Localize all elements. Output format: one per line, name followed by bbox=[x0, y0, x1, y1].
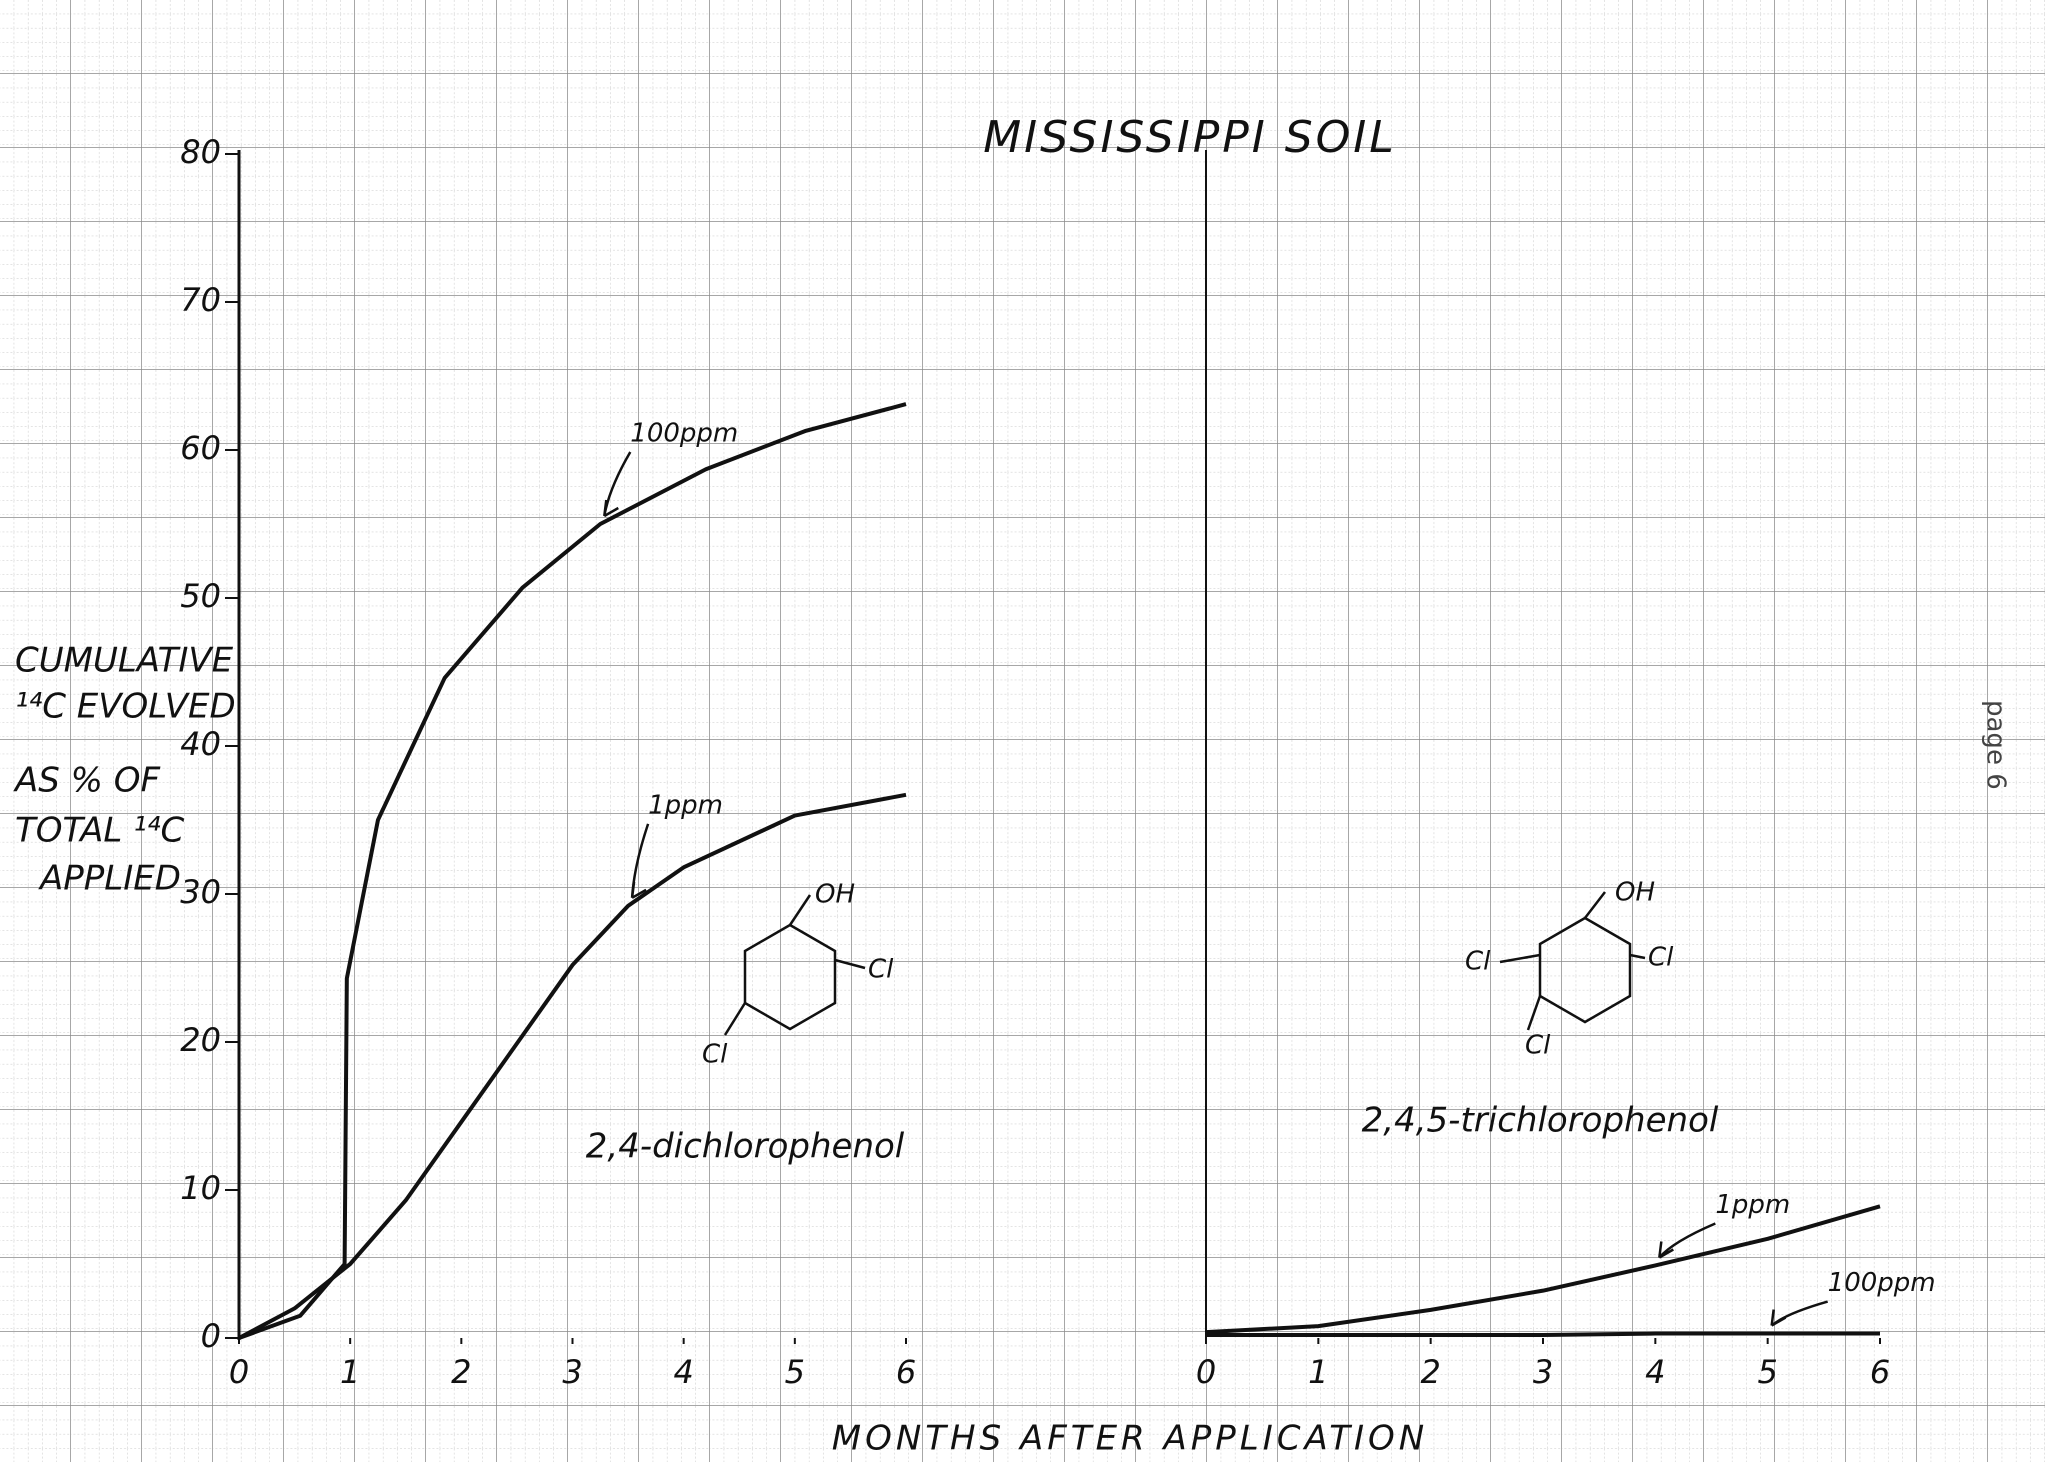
label-arrow bbox=[603, 451, 632, 518]
series-label: 100ppm bbox=[630, 419, 738, 449]
label-arrow bbox=[1658, 1222, 1716, 1259]
y-tick-label: 0 bbox=[201, 1317, 221, 1355]
y-axis-label: CUMULATIVE ¹⁴C EVOLVED AS % OF TOTAL ¹⁴C… bbox=[13, 641, 236, 899]
x-tick-label: 1 bbox=[1308, 1353, 1328, 1391]
y-label-line: AS % OF bbox=[13, 761, 161, 801]
data-line bbox=[238, 792, 907, 1340]
x-axis-label: MONTHS AFTER APPLICATION bbox=[832, 1419, 1429, 1459]
x-tick-label: 6 bbox=[896, 1353, 916, 1391]
x-tick-label: 2 bbox=[1420, 1353, 1440, 1391]
x-tick-label: 3 bbox=[562, 1353, 582, 1391]
y-tick-label: 10 bbox=[180, 1169, 221, 1207]
y-tick-label: 20 bbox=[180, 1021, 221, 1059]
structure-label: Cl bbox=[1648, 943, 1674, 973]
x-tick-label: 5 bbox=[1757, 1353, 1777, 1391]
y-label-line: CUMULATIVE bbox=[15, 641, 234, 681]
series-label: 1ppm bbox=[648, 790, 723, 820]
series-label: 1ppm bbox=[1715, 1190, 1790, 1220]
series-label: 100ppm bbox=[1828, 1268, 1936, 1298]
y-label-line: APPLIED bbox=[38, 859, 181, 899]
x-tick-label: 0 bbox=[229, 1353, 249, 1391]
y-tick-label: 40 bbox=[180, 725, 221, 763]
structure-label: Cl bbox=[1465, 947, 1491, 977]
x-tick-label: 6 bbox=[1870, 1353, 1890, 1391]
y-tick-label: 80 bbox=[180, 133, 221, 171]
structure-label: Cl bbox=[702, 1040, 728, 1070]
y-tick-label: 70 bbox=[180, 281, 221, 319]
y-tick-label: 30 bbox=[180, 873, 221, 911]
structure-label: OH bbox=[1615, 878, 1655, 908]
x-tick-label: 0 bbox=[1196, 1353, 1216, 1391]
x-tick-label: 4 bbox=[673, 1353, 693, 1391]
label-arrow bbox=[630, 823, 650, 899]
structure-left bbox=[723, 894, 866, 1036]
panel-subtitle: 2,4,5-trichlorophenol bbox=[1362, 1101, 1719, 1141]
y-tick-label: 60 bbox=[180, 429, 221, 467]
y-tick-label: 50 bbox=[180, 577, 221, 615]
x-tick-label: 1 bbox=[340, 1353, 360, 1391]
structure-label: Cl bbox=[868, 955, 894, 985]
chart-title: MISSISSIPPI SOIL bbox=[983, 112, 1397, 163]
structure-label: OH bbox=[815, 880, 855, 910]
y-label-line: ¹⁴C EVOLVED bbox=[15, 687, 236, 727]
x-tick-label: 4 bbox=[1645, 1353, 1665, 1391]
panel-subtitle: 2,4-dichlorophenol bbox=[586, 1127, 905, 1167]
data-line bbox=[1205, 1204, 1881, 1335]
x-tick-label: 2 bbox=[451, 1353, 471, 1391]
label-arrow bbox=[1770, 1300, 1829, 1327]
structure-label: Cl bbox=[1525, 1031, 1551, 1061]
y-label-line: TOTAL ¹⁴C bbox=[15, 811, 184, 851]
data-line bbox=[1206, 1331, 1880, 1338]
x-tick-label: 3 bbox=[1533, 1353, 1553, 1391]
x-tick-label: 5 bbox=[785, 1353, 805, 1391]
page-label: page 6 bbox=[1981, 700, 2011, 790]
structure-right bbox=[1499, 891, 1646, 1031]
